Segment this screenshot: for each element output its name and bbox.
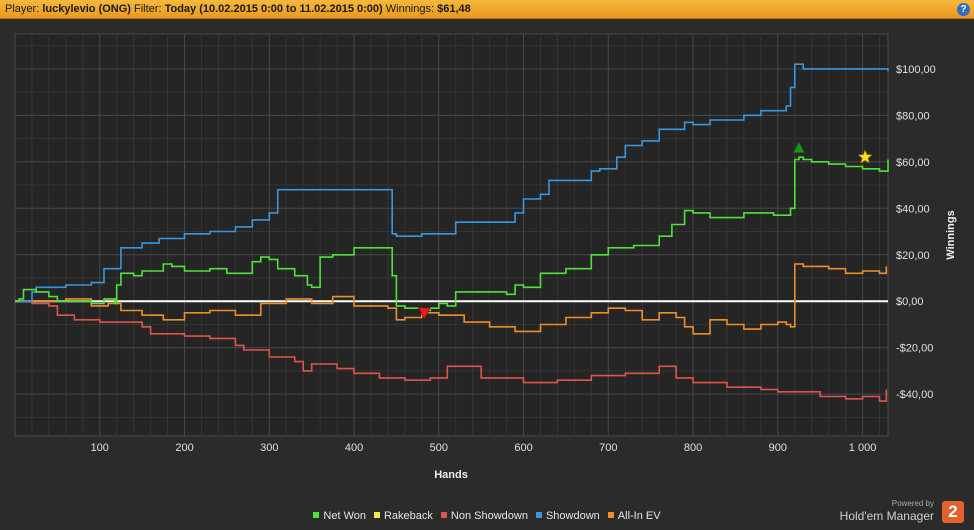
y-tick-label: $60,00 bbox=[896, 157, 930, 169]
x-tick-label: 900 bbox=[769, 442, 787, 454]
plot-area bbox=[14, 33, 889, 437]
legend-swatch bbox=[535, 512, 542, 519]
y-tick-label: $40,00 bbox=[896, 203, 930, 215]
series-line-showdown bbox=[15, 63, 889, 302]
x-tick-label: 400 bbox=[345, 442, 363, 454]
y-tick-label: $80,00 bbox=[896, 110, 930, 122]
x-tick-label: 600 bbox=[514, 442, 532, 454]
legend-label: Net Won bbox=[323, 510, 366, 522]
legend-swatch bbox=[607, 512, 614, 519]
help-icon[interactable]: ? bbox=[957, 3, 970, 16]
x-tick-label: 500 bbox=[430, 442, 448, 454]
legend-swatch bbox=[313, 512, 320, 519]
x-tick-label: 300 bbox=[260, 442, 278, 454]
x-tick-label: 1 000 bbox=[849, 442, 877, 454]
player-value: luckylevio (ONG) bbox=[42, 3, 131, 15]
series-line-net-won bbox=[15, 156, 889, 312]
legend-label: Rakeback bbox=[383, 510, 433, 522]
filter-value: Today (10.02.2015 0:00 to 11.02.2015 0:0… bbox=[164, 3, 383, 15]
annotations-group bbox=[417, 141, 873, 320]
x-tick-label: 800 bbox=[684, 442, 702, 454]
y-tick-label: $100,00 bbox=[896, 64, 936, 76]
player-label: Player: bbox=[5, 3, 40, 15]
legend-item[interactable]: Non Showdown bbox=[440, 510, 528, 522]
x-tick-label: 100 bbox=[91, 442, 109, 454]
legend-item[interactable]: Showdown bbox=[535, 510, 600, 522]
high-point-marker bbox=[792, 141, 806, 154]
y-tick-label: -$40,00 bbox=[896, 389, 933, 401]
grid bbox=[15, 34, 888, 436]
low-point-marker bbox=[417, 307, 431, 320]
legend-item[interactable]: Net Won bbox=[313, 510, 366, 522]
series-line-non-showdown bbox=[15, 300, 888, 402]
brand-name: Hold'em Manager bbox=[839, 509, 934, 523]
y-axis-label: Winnings bbox=[945, 210, 957, 259]
x-axis-label: Hands bbox=[434, 469, 468, 481]
y-axis-ticks: $100,00 $80,00 $60,00 $40,00 $20,00 $0,00 -$20… bbox=[896, 64, 936, 401]
legend-item[interactable]: All-In EV bbox=[607, 510, 661, 522]
series-line-all-in-ev bbox=[15, 263, 888, 335]
title-bar: Player: luckylevio (ONG) Filter: Today (… bbox=[0, 0, 974, 19]
y-tick-label: $0,00 bbox=[896, 296, 924, 308]
legend-item[interactable]: Rakeback bbox=[373, 510, 433, 522]
legend-label: Non Showdown bbox=[450, 510, 528, 522]
winnings-label: Winnings: bbox=[385, 3, 435, 15]
y-tick-label: $20,00 bbox=[896, 250, 930, 262]
legend-label: Showdown bbox=[545, 510, 600, 522]
winnings-chart: 100 200 300 400 500 600 700 800 900 1 000 $100,00… bbox=[0, 19, 974, 530]
series-group bbox=[15, 63, 889, 402]
legend-swatch bbox=[373, 512, 380, 519]
legend-swatch bbox=[440, 512, 447, 519]
powered-by-text: Powered by bbox=[891, 499, 934, 508]
brand-logo: Powered by Hold'em Manager 2 bbox=[814, 499, 964, 525]
hm2-logo-icon: 2 bbox=[942, 501, 964, 523]
x-tick-label: 200 bbox=[175, 442, 193, 454]
filter-label: Filter: bbox=[134, 3, 162, 15]
plot-background bbox=[14, 33, 889, 437]
chart-svg: 100 200 300 400 500 600 700 800 900 1 000 $100,00… bbox=[14, 33, 957, 481]
legend-label: All-In EV bbox=[617, 510, 661, 522]
x-tick-label: 700 bbox=[599, 442, 617, 454]
winnings-value: $61,48 bbox=[437, 3, 471, 15]
chart-legend: Net Won Rakeback Non Showdown Showdown All-I… bbox=[0, 510, 974, 526]
y-tick-label: -$20,00 bbox=[896, 343, 933, 355]
star-marker bbox=[857, 149, 873, 164]
x-axis-ticks: 100 200 300 400 500 600 700 800 900 1 000 bbox=[91, 442, 877, 454]
